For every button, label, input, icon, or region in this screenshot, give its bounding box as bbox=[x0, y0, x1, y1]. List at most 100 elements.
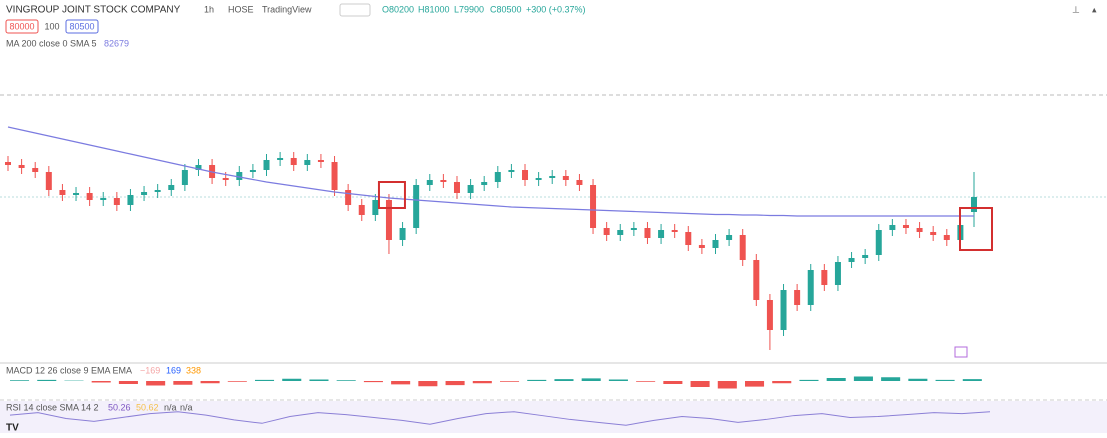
candle-body bbox=[658, 230, 665, 238]
macd-bar bbox=[200, 381, 220, 384]
macd-bar bbox=[445, 381, 465, 386]
ma-line bbox=[7, 126, 974, 217]
candle-body bbox=[535, 178, 542, 180]
macd-bar bbox=[146, 381, 166, 386]
candle-body bbox=[45, 172, 52, 190]
macd-value: 338 bbox=[186, 365, 201, 375]
ma-legend: MA 200 close 0 SMA 5 bbox=[6, 38, 97, 48]
ohlc-close: C80500 bbox=[490, 4, 522, 14]
candle-body bbox=[712, 240, 719, 248]
candle-body bbox=[440, 180, 447, 182]
highlight-box bbox=[377, 181, 406, 209]
candle-body bbox=[181, 170, 188, 185]
rsi-value: 50.26 bbox=[108, 402, 131, 412]
symbol: VINGROUP JOINT STOCK COMPANY bbox=[6, 5, 181, 16]
candle-body bbox=[562, 176, 569, 180]
tv-logo[interactable]: TV bbox=[6, 423, 19, 434]
candle-body bbox=[290, 158, 297, 165]
candle-body bbox=[875, 230, 882, 255]
candle-body bbox=[331, 162, 338, 190]
macd-bar bbox=[608, 379, 628, 381]
sell-button[interactable] bbox=[5, 19, 39, 34]
candle-body bbox=[685, 232, 692, 245]
rsi-line bbox=[9, 411, 991, 426]
macd-bar bbox=[745, 381, 765, 387]
candle-body bbox=[358, 205, 365, 215]
ohlc-low: L79900 bbox=[454, 4, 484, 14]
candle-body bbox=[304, 160, 311, 165]
candle-body bbox=[113, 198, 120, 205]
macd-bar bbox=[853, 376, 873, 381]
macd-bar bbox=[418, 381, 438, 387]
candle-body bbox=[549, 176, 556, 178]
macd-bar bbox=[772, 381, 792, 384]
candle-body bbox=[249, 170, 256, 172]
candle-body bbox=[86, 193, 93, 200]
macd-bar bbox=[690, 381, 710, 387]
macd-bar bbox=[935, 379, 955, 381]
candle-body bbox=[18, 165, 25, 168]
candle-body bbox=[644, 228, 651, 238]
macd-bar bbox=[363, 381, 383, 383]
macd-legend: MACD 12 26 close 9 EMA EMA bbox=[6, 365, 132, 375]
macd-bar bbox=[255, 379, 275, 381]
ohlc-change: +300 (+0.37%) bbox=[526, 4, 586, 14]
candle-body bbox=[889, 225, 896, 230]
candle-body bbox=[698, 245, 705, 248]
ma-value: 82679 bbox=[104, 38, 129, 48]
buy-button[interactable] bbox=[65, 19, 99, 34]
rsi-value: 50.62 bbox=[136, 402, 159, 412]
candle-body bbox=[916, 228, 923, 232]
collapse-icon[interactable]: ⊥ bbox=[1072, 4, 1080, 14]
candle-body bbox=[522, 170, 529, 180]
event-marker[interactable] bbox=[954, 346, 968, 358]
candle-body bbox=[753, 260, 760, 300]
macd-bar bbox=[500, 381, 520, 382]
candle-body bbox=[32, 168, 39, 172]
candle-body bbox=[807, 270, 814, 305]
macd-bar bbox=[391, 381, 411, 385]
rsi-value: n/a bbox=[164, 402, 177, 412]
candle-body bbox=[413, 185, 420, 228]
ask: 80500 bbox=[69, 21, 94, 31]
candle-body bbox=[590, 185, 597, 228]
macd-bar bbox=[227, 381, 247, 382]
candle-body bbox=[141, 192, 148, 195]
macd-bar bbox=[717, 381, 737, 389]
candle-body bbox=[508, 170, 515, 172]
candle-body bbox=[766, 300, 773, 330]
candle-body bbox=[277, 158, 284, 160]
highlight-box bbox=[959, 207, 993, 251]
candle-body bbox=[453, 182, 460, 193]
candle-body bbox=[385, 200, 392, 240]
up-icon[interactable]: ▴ bbox=[1092, 4, 1097, 14]
candle-body bbox=[821, 270, 828, 285]
candle-body bbox=[345, 190, 352, 205]
macd-bar bbox=[799, 379, 819, 381]
candle-body bbox=[154, 190, 161, 192]
bid: 80000 bbox=[9, 21, 34, 31]
macd-bar bbox=[118, 381, 138, 384]
candle-body bbox=[971, 197, 977, 212]
candle-body bbox=[127, 195, 134, 205]
candle-body bbox=[399, 228, 406, 240]
candle-body bbox=[794, 290, 801, 305]
macd-bar bbox=[527, 379, 547, 381]
candle-body bbox=[930, 232, 937, 235]
candle-body bbox=[426, 180, 433, 185]
candle-body bbox=[603, 228, 610, 235]
candle-body bbox=[834, 262, 841, 285]
interval: 1h bbox=[204, 4, 214, 14]
rsi-value: n/a bbox=[180, 402, 193, 412]
macd-bar bbox=[336, 380, 356, 381]
candle-body bbox=[317, 160, 324, 162]
macd-bar bbox=[91, 381, 111, 383]
macd-bar bbox=[581, 378, 601, 381]
macd-value: 169 bbox=[166, 365, 181, 375]
eye-button[interactable] bbox=[339, 3, 371, 17]
candle-body bbox=[236, 172, 243, 180]
macd-bar bbox=[554, 379, 574, 381]
